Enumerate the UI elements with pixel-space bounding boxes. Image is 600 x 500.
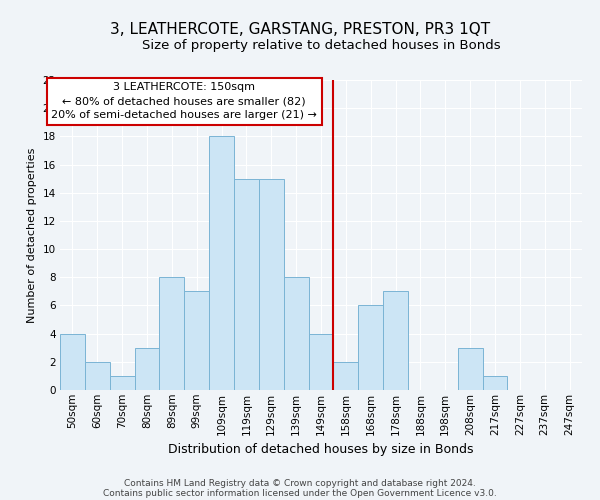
Bar bbox=[110, 376, 134, 390]
Bar bbox=[358, 306, 383, 390]
Bar bbox=[458, 348, 482, 390]
Y-axis label: Number of detached properties: Number of detached properties bbox=[27, 148, 37, 322]
Bar bbox=[308, 334, 334, 390]
X-axis label: Distribution of detached houses by size in Bonds: Distribution of detached houses by size … bbox=[168, 443, 474, 456]
Bar bbox=[234, 178, 259, 390]
Title: Size of property relative to detached houses in Bonds: Size of property relative to detached ho… bbox=[142, 40, 500, 52]
Bar bbox=[383, 292, 408, 390]
Bar bbox=[184, 292, 209, 390]
Bar bbox=[259, 178, 284, 390]
Bar bbox=[134, 348, 160, 390]
Text: 3, LEATHERCOTE, GARSTANG, PRESTON, PR3 1QT: 3, LEATHERCOTE, GARSTANG, PRESTON, PR3 1… bbox=[110, 22, 490, 38]
Bar bbox=[284, 278, 308, 390]
Bar bbox=[85, 362, 110, 390]
Text: Contains HM Land Registry data © Crown copyright and database right 2024.: Contains HM Land Registry data © Crown c… bbox=[124, 478, 476, 488]
Bar bbox=[209, 136, 234, 390]
Text: Contains public sector information licensed under the Open Government Licence v3: Contains public sector information licen… bbox=[103, 488, 497, 498]
Text: 3 LEATHERCOTE: 150sqm
← 80% of detached houses are smaller (82)
20% of semi-deta: 3 LEATHERCOTE: 150sqm ← 80% of detached … bbox=[52, 82, 317, 120]
Bar bbox=[160, 278, 184, 390]
Bar bbox=[60, 334, 85, 390]
Bar bbox=[334, 362, 358, 390]
Bar bbox=[482, 376, 508, 390]
